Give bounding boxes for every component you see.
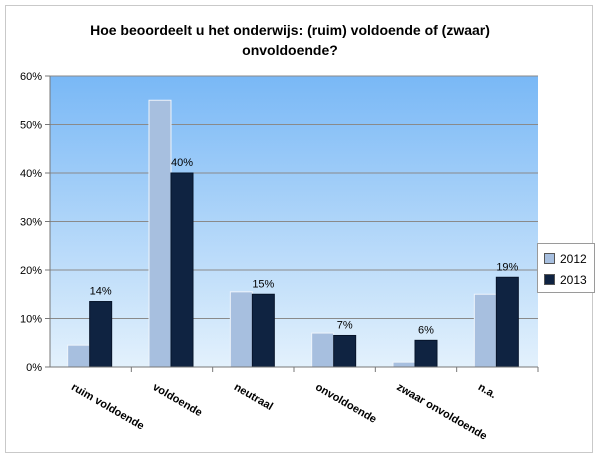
- data-label: 40%: [171, 157, 193, 169]
- legend: 2012 2013: [537, 243, 595, 293]
- x-tick-label: voldoende: [151, 381, 205, 419]
- data-label: 19%: [496, 261, 518, 273]
- legend-label-2012: 2012: [560, 251, 587, 266]
- bar-2012-5: [473, 293, 497, 368]
- bar-2013-4: [414, 339, 438, 368]
- y-tick-label: 10%: [20, 314, 42, 326]
- legend-swatch-2012: [544, 253, 555, 264]
- bar-2013-2: [251, 293, 275, 368]
- bar-2013-1: [170, 172, 194, 368]
- x-tick-label: ruim voldoende: [69, 381, 146, 432]
- legend-item-2013: 2013: [544, 269, 594, 290]
- data-label: 15%: [252, 278, 274, 290]
- y-tick-label: 30%: [20, 217, 42, 229]
- x-tick-label: onvoldoende: [313, 381, 378, 426]
- x-tick-label: zwaar onvoldoende: [395, 381, 489, 442]
- legend-label-2013: 2013: [560, 272, 587, 287]
- y-tick-label: 60%: [20, 71, 42, 83]
- grid-lines: [50, 75, 538, 319]
- bars: [67, 99, 519, 368]
- x-tick-label: neutraal: [232, 381, 275, 413]
- axes: [45, 75, 539, 372]
- bar-2012-1: [148, 99, 172, 368]
- x-tick-label: n.a.: [476, 381, 498, 401]
- y-tick-label: 40%: [20, 168, 42, 180]
- legend-swatch-2013: [544, 274, 555, 285]
- y-tick-label: 20%: [20, 265, 42, 277]
- chart-title: Hoe beoordeelt u het onderwijs: (ruim) v…: [90, 22, 490, 58]
- bar-2012-2: [229, 291, 253, 368]
- bar-2013-0: [89, 301, 113, 368]
- bar-2012-3: [311, 332, 335, 368]
- data-label: 7%: [337, 319, 353, 331]
- y-tick-label: 0%: [26, 362, 42, 374]
- bar-2012-4: [392, 361, 416, 368]
- data-label: 14%: [90, 286, 112, 298]
- y-tick-label: 50%: [20, 120, 42, 132]
- bar-2013-5: [495, 276, 519, 368]
- bar-2012-0: [67, 344, 91, 368]
- bar-2013-3: [333, 334, 357, 368]
- legend-item-2012: 2012: [544, 248, 594, 269]
- data-label: 6%: [418, 324, 434, 336]
